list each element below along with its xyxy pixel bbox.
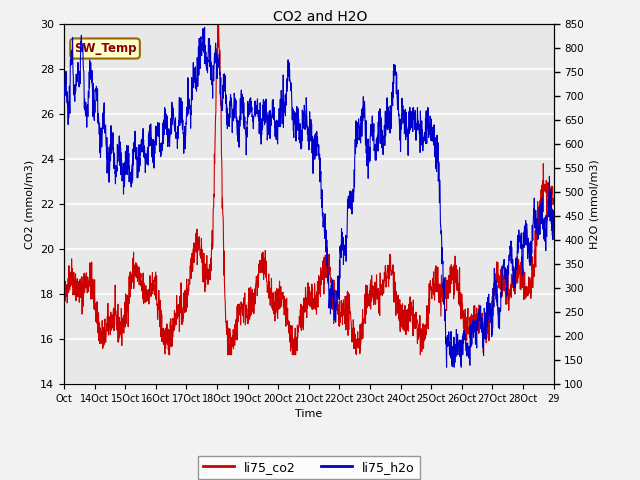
X-axis label: Time: Time bbox=[295, 409, 323, 419]
Legend: li75_co2, li75_h2o: li75_co2, li75_h2o bbox=[198, 456, 420, 479]
Y-axis label: CO2 (mmol/m3): CO2 (mmol/m3) bbox=[24, 159, 35, 249]
Text: SW_Temp: SW_Temp bbox=[74, 42, 136, 55]
Y-axis label: H2O (mmol/m3): H2O (mmol/m3) bbox=[589, 159, 599, 249]
Text: CO2 and H2O: CO2 and H2O bbox=[273, 10, 367, 24]
